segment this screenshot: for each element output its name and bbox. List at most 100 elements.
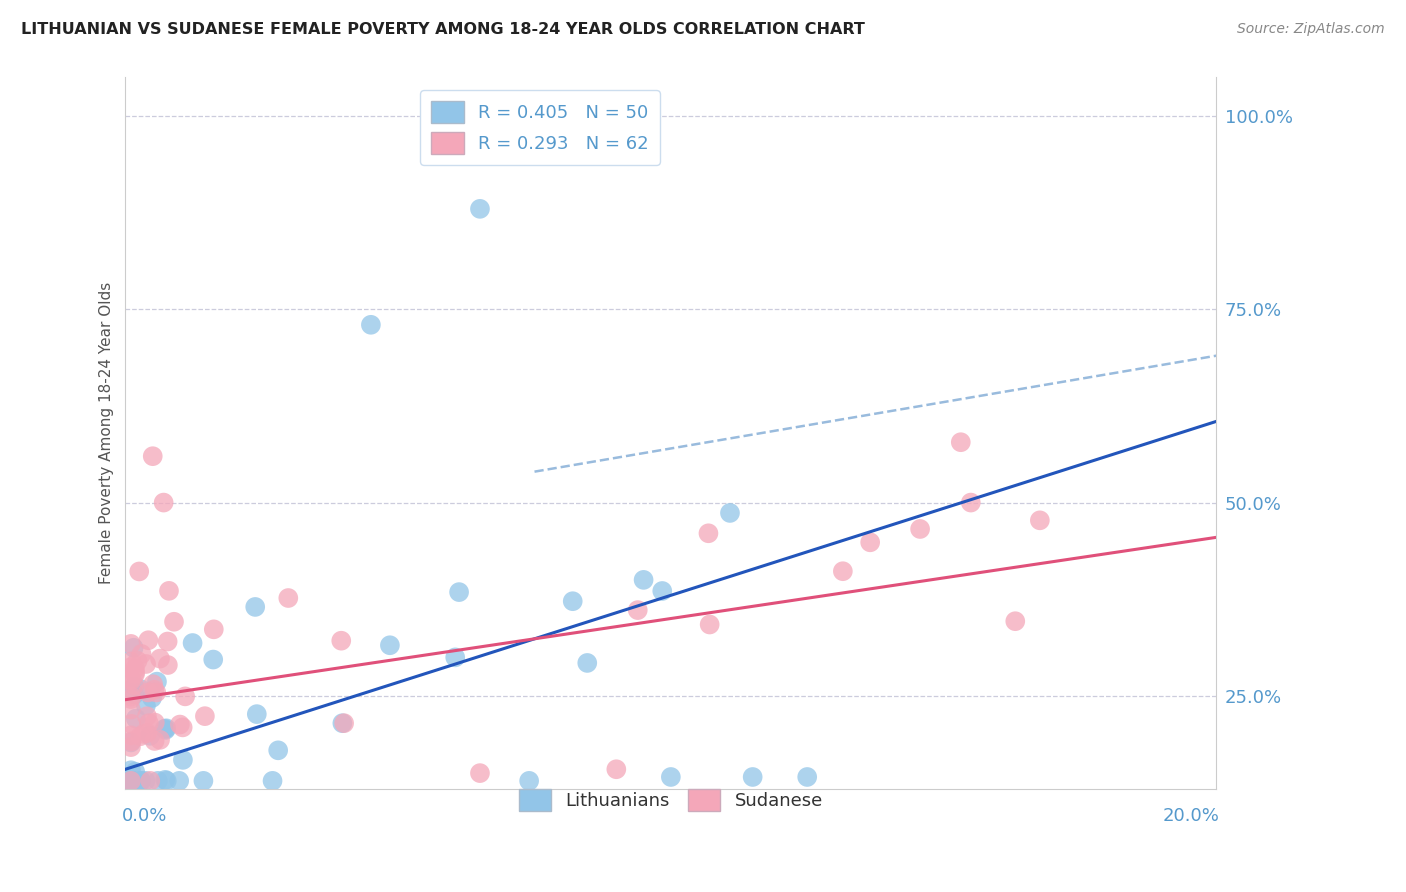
- Point: [153, 722, 176, 736]
- Point: [156, 634, 179, 648]
- Point: [120, 702, 142, 716]
- Point: [561, 594, 583, 608]
- Point: [949, 435, 972, 450]
- Point: [124, 764, 146, 779]
- Point: [124, 688, 146, 702]
- Point: [959, 495, 981, 509]
- Point: [124, 667, 146, 681]
- Point: [120, 660, 142, 674]
- Point: [659, 770, 682, 784]
- Point: [120, 728, 142, 742]
- Point: [141, 690, 163, 705]
- Point: [796, 770, 818, 784]
- Point: [605, 762, 627, 776]
- Point: [138, 716, 160, 731]
- Point: [122, 773, 145, 788]
- Point: [122, 680, 145, 694]
- Point: [174, 690, 197, 704]
- Point: [129, 773, 152, 788]
- Point: [172, 753, 194, 767]
- Point: [120, 773, 142, 788]
- Point: [142, 449, 165, 463]
- Point: [142, 677, 165, 691]
- Point: [193, 773, 215, 788]
- Point: [245, 599, 267, 614]
- Point: [517, 773, 540, 788]
- Point: [378, 638, 401, 652]
- Point: [333, 716, 356, 731]
- Point: [122, 773, 145, 788]
- Point: [576, 656, 599, 670]
- Point: [145, 685, 167, 699]
- Point: [124, 678, 146, 692]
- Point: [651, 584, 673, 599]
- Point: [156, 658, 179, 673]
- Point: [128, 565, 150, 579]
- Point: [167, 773, 190, 788]
- Point: [120, 734, 142, 748]
- Point: [444, 650, 467, 665]
- Point: [139, 773, 162, 788]
- Point: [262, 773, 284, 788]
- Point: [267, 743, 290, 757]
- Point: [155, 772, 177, 787]
- Point: [125, 712, 148, 726]
- Text: 20.0%: 20.0%: [1163, 806, 1219, 824]
- Point: [131, 647, 153, 661]
- Point: [122, 640, 145, 655]
- Point: [202, 652, 225, 666]
- Point: [124, 662, 146, 676]
- Point: [246, 707, 269, 722]
- Point: [120, 773, 142, 788]
- Point: [155, 721, 177, 735]
- Point: [156, 773, 179, 788]
- Point: [360, 318, 382, 332]
- Text: LITHUANIAN VS SUDANESE FEMALE POVERTY AMONG 18-24 YEAR OLDS CORRELATION CHART: LITHUANIAN VS SUDANESE FEMALE POVERTY AM…: [21, 22, 865, 37]
- Point: [172, 720, 194, 734]
- Point: [1004, 614, 1026, 628]
- Point: [627, 603, 650, 617]
- Point: [633, 573, 655, 587]
- Point: [468, 766, 491, 780]
- Point: [120, 654, 142, 668]
- Point: [120, 637, 142, 651]
- Point: [330, 633, 353, 648]
- Point: [139, 729, 162, 743]
- Point: [155, 723, 177, 737]
- Point: [146, 773, 169, 788]
- Point: [718, 506, 741, 520]
- Point: [468, 202, 491, 216]
- Point: [120, 740, 142, 755]
- Point: [135, 657, 157, 671]
- Point: [136, 685, 159, 699]
- Point: [194, 709, 217, 723]
- Point: [136, 709, 159, 723]
- Point: [127, 654, 149, 668]
- Point: [121, 773, 143, 788]
- Point: [1029, 513, 1052, 527]
- Point: [129, 681, 152, 696]
- Point: [120, 764, 142, 778]
- Point: [121, 717, 143, 731]
- Point: [143, 734, 166, 748]
- Y-axis label: Female Poverty Among 18-24 Year Olds: Female Poverty Among 18-24 Year Olds: [100, 282, 114, 584]
- Legend: Lithuanians, Sudanese: Lithuanians, Sudanese: [512, 782, 831, 819]
- Point: [699, 617, 721, 632]
- Point: [120, 735, 142, 749]
- Point: [129, 729, 152, 743]
- Point: [132, 727, 155, 741]
- Point: [120, 673, 142, 688]
- Point: [908, 522, 931, 536]
- Point: [831, 564, 853, 578]
- Point: [120, 692, 142, 706]
- Point: [135, 698, 157, 713]
- Point: [277, 591, 299, 605]
- Point: [146, 674, 169, 689]
- Point: [120, 672, 142, 686]
- Point: [143, 715, 166, 730]
- Point: [152, 495, 174, 509]
- Point: [741, 770, 763, 784]
- Point: [697, 526, 720, 541]
- Point: [136, 726, 159, 740]
- Point: [120, 690, 142, 704]
